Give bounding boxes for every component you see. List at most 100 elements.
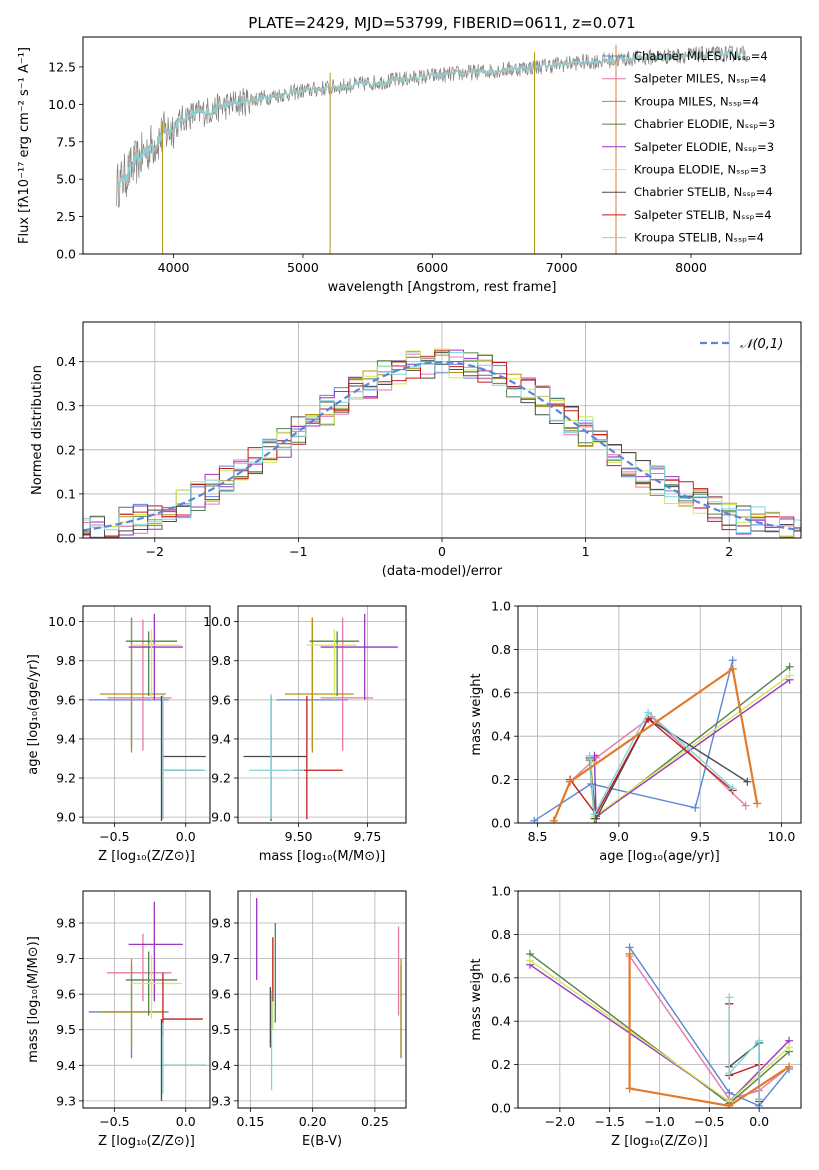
- x-axis-label: age [log₁₀(age/yr)]: [599, 849, 720, 864]
- weight-marker: [585, 751, 594, 760]
- weight-marker: [625, 949, 634, 958]
- y-tick-label: 9.8: [56, 916, 76, 931]
- weight-line: [588, 711, 734, 817]
- x-tick-label: −1: [289, 544, 307, 559]
- x-tick-label: 4000: [158, 260, 190, 275]
- weight-line: [728, 1003, 760, 1100]
- y-tick-label: 9.2: [211, 771, 231, 786]
- y-tick-label: 9.6: [56, 987, 76, 1002]
- y-tick-label: 5.0: [56, 172, 76, 187]
- axes-weight-vs-age: 8.5 9.0 9.5 10.0 0.0 0.2 0.4 0.6 0.8 1.0 age [log₁…: [469, 599, 802, 864]
- y-tick-label: 9.8: [56, 653, 76, 668]
- y-tick-label: 9.0: [56, 810, 76, 825]
- figure-title: PLATE=2429, MJD=53799, FIBERID=0611, z=0…: [248, 14, 635, 32]
- y-tick-label: 1.0: [491, 884, 511, 899]
- plot-area: [88, 901, 206, 1101]
- axes-residuals: −2 −1 0 1 2 0.0 0.1 0.2 0.3 0.4 (data-model)/error…: [30, 321, 802, 579]
- y-tick-label: 0.8: [491, 927, 511, 942]
- x-axis-label: E(B-V): [302, 1134, 342, 1149]
- y-axis-label: Flux [fλ10⁻¹⁷ erg cm⁻² s⁻¹ A⁻¹]: [17, 47, 32, 244]
- x-tick-label: 8.5: [528, 829, 548, 844]
- y-tick-label: 2.5: [56, 209, 76, 224]
- plot-area: [243, 613, 398, 822]
- y-tick-label: 9.6: [211, 987, 231, 1002]
- y-tick-label: 0.2: [56, 442, 76, 457]
- histogram-step: [83, 350, 801, 538]
- y-axis-label: Normed distribution: [30, 365, 45, 495]
- axes-weight-vs-Z: −2.0 −1.5 −1.0 −0.5 0.0 0.0 0.2 0.4 0.6 0.8 1.0 Z […: [469, 884, 802, 1149]
- y-tick-label: 9.6: [211, 692, 231, 707]
- legend-label: Chabrier STELIB, Nₛₛₚ=4: [634, 185, 773, 199]
- weight-marker: [753, 799, 762, 808]
- x-tick-label: 8000: [675, 260, 707, 275]
- y-tick-label: 0.0: [56, 531, 76, 546]
- weight-marker: [549, 816, 558, 823]
- x-tick-label: 6000: [416, 260, 448, 275]
- y-tick-label: 7.5: [56, 134, 76, 149]
- plot-area: [525, 943, 794, 1108]
- y-tick-label: 10.0: [48, 614, 76, 629]
- x-axis-label: Z [log₁₀(Z/Z⊙)]: [98, 1134, 195, 1149]
- weight-marker: [725, 1101, 734, 1108]
- axes-frame: [82, 321, 802, 539]
- y-tick-label: 0.6: [491, 970, 511, 985]
- x-tick-label: 9.50: [285, 829, 313, 844]
- x-tick-label: 0.20: [299, 1114, 327, 1129]
- x-tick-label: 10.0: [768, 829, 796, 844]
- legend-label: Kroupa MILES, Nₛₛₚ=4: [634, 94, 759, 108]
- y-tick-label: 0.1: [56, 486, 76, 501]
- y-tick-label: 9.0: [211, 810, 231, 825]
- axes-mass-vs-EBV: 0.15 0.20 0.25 9.3 9.4 9.5 9.6 9.7 9.8 E(B-V): [211, 890, 407, 1149]
- axes-frame: [82, 36, 802, 255]
- weight-marker: [741, 801, 750, 810]
- y-tick-label: 9.6: [56, 692, 76, 707]
- weight-marker: [785, 1062, 794, 1071]
- legend-spectrum: Chabrier MILES, Nₛₛₚ=4 Salpeter MILES, Nₛ…: [602, 49, 775, 245]
- y-tick-label: 0.4: [491, 729, 511, 744]
- y-tick-label: 10.0: [203, 614, 231, 629]
- y-tick-label: 9.3: [56, 1093, 76, 1108]
- y-axis-label: age [log₁₀(age/yr)]: [26, 654, 41, 775]
- y-tick-label: 9.4: [211, 1058, 231, 1073]
- weight-marker: [725, 1069, 734, 1078]
- legend-label: Salpeter MILES, Nₛₛₚ=4: [634, 72, 767, 86]
- x-axis-label: Z [log₁₀(Z/Z⊙)]: [98, 849, 195, 864]
- weight-marker: [644, 708, 653, 717]
- x-tick-label: 0: [438, 544, 446, 559]
- x-tick-label: 0.0: [176, 1114, 196, 1129]
- spectrum-model-line: [116, 49, 746, 191]
- weight-marker: [785, 671, 794, 680]
- y-tick-label: 0.4: [56, 354, 76, 369]
- weight-line: [629, 947, 790, 1107]
- axes-frame: [237, 605, 407, 824]
- y-tick-label: 9.4: [56, 1058, 76, 1073]
- weight-marker: [566, 777, 575, 786]
- axes-age-vs-Z: −0.5 0.0 9.0 9.2 9.4 9.6 9.8 10.0 Z [log₁₀(Z/Z⊙)…: [26, 605, 211, 864]
- normal-curve: [83, 360, 801, 532]
- axes-frame: [517, 890, 802, 1109]
- weight-line: [728, 997, 760, 1100]
- y-tick-label: 9.3: [211, 1093, 231, 1108]
- x-axis-label: mass [log₁₀(M/M⊙)]: [259, 849, 386, 864]
- y-tick-label: 9.7: [211, 951, 231, 966]
- axes-spectrum: 4000 5000 6000 7000 8000 0.0 2.5 5.0 7.5 10.0 12.5…: [17, 36, 802, 295]
- plot-area: [256, 898, 402, 1091]
- axes-frame: [82, 890, 211, 1109]
- y-tick-label: 9.8: [211, 653, 231, 668]
- x-tick-label: −1.5: [594, 1114, 624, 1129]
- x-tick-label: 2: [725, 544, 733, 559]
- weight-marker: [785, 1043, 794, 1052]
- y-axis-label: mass weight: [469, 958, 484, 1040]
- x-tick-label: −0.5: [99, 829, 129, 844]
- legend-label: Chabrier MILES, Nₛₛₚ=4: [634, 49, 768, 63]
- plot-area: [83, 348, 801, 538]
- weight-marker: [755, 1036, 764, 1045]
- weight-marker: [725, 993, 734, 1002]
- weight-marker: [728, 784, 737, 793]
- x-tick-label: 0.25: [361, 1114, 389, 1129]
- plot-area: [88, 613, 206, 822]
- weight-marker: [785, 662, 794, 671]
- y-tick-label: 0.3: [56, 398, 76, 413]
- weight-line: [569, 717, 734, 816]
